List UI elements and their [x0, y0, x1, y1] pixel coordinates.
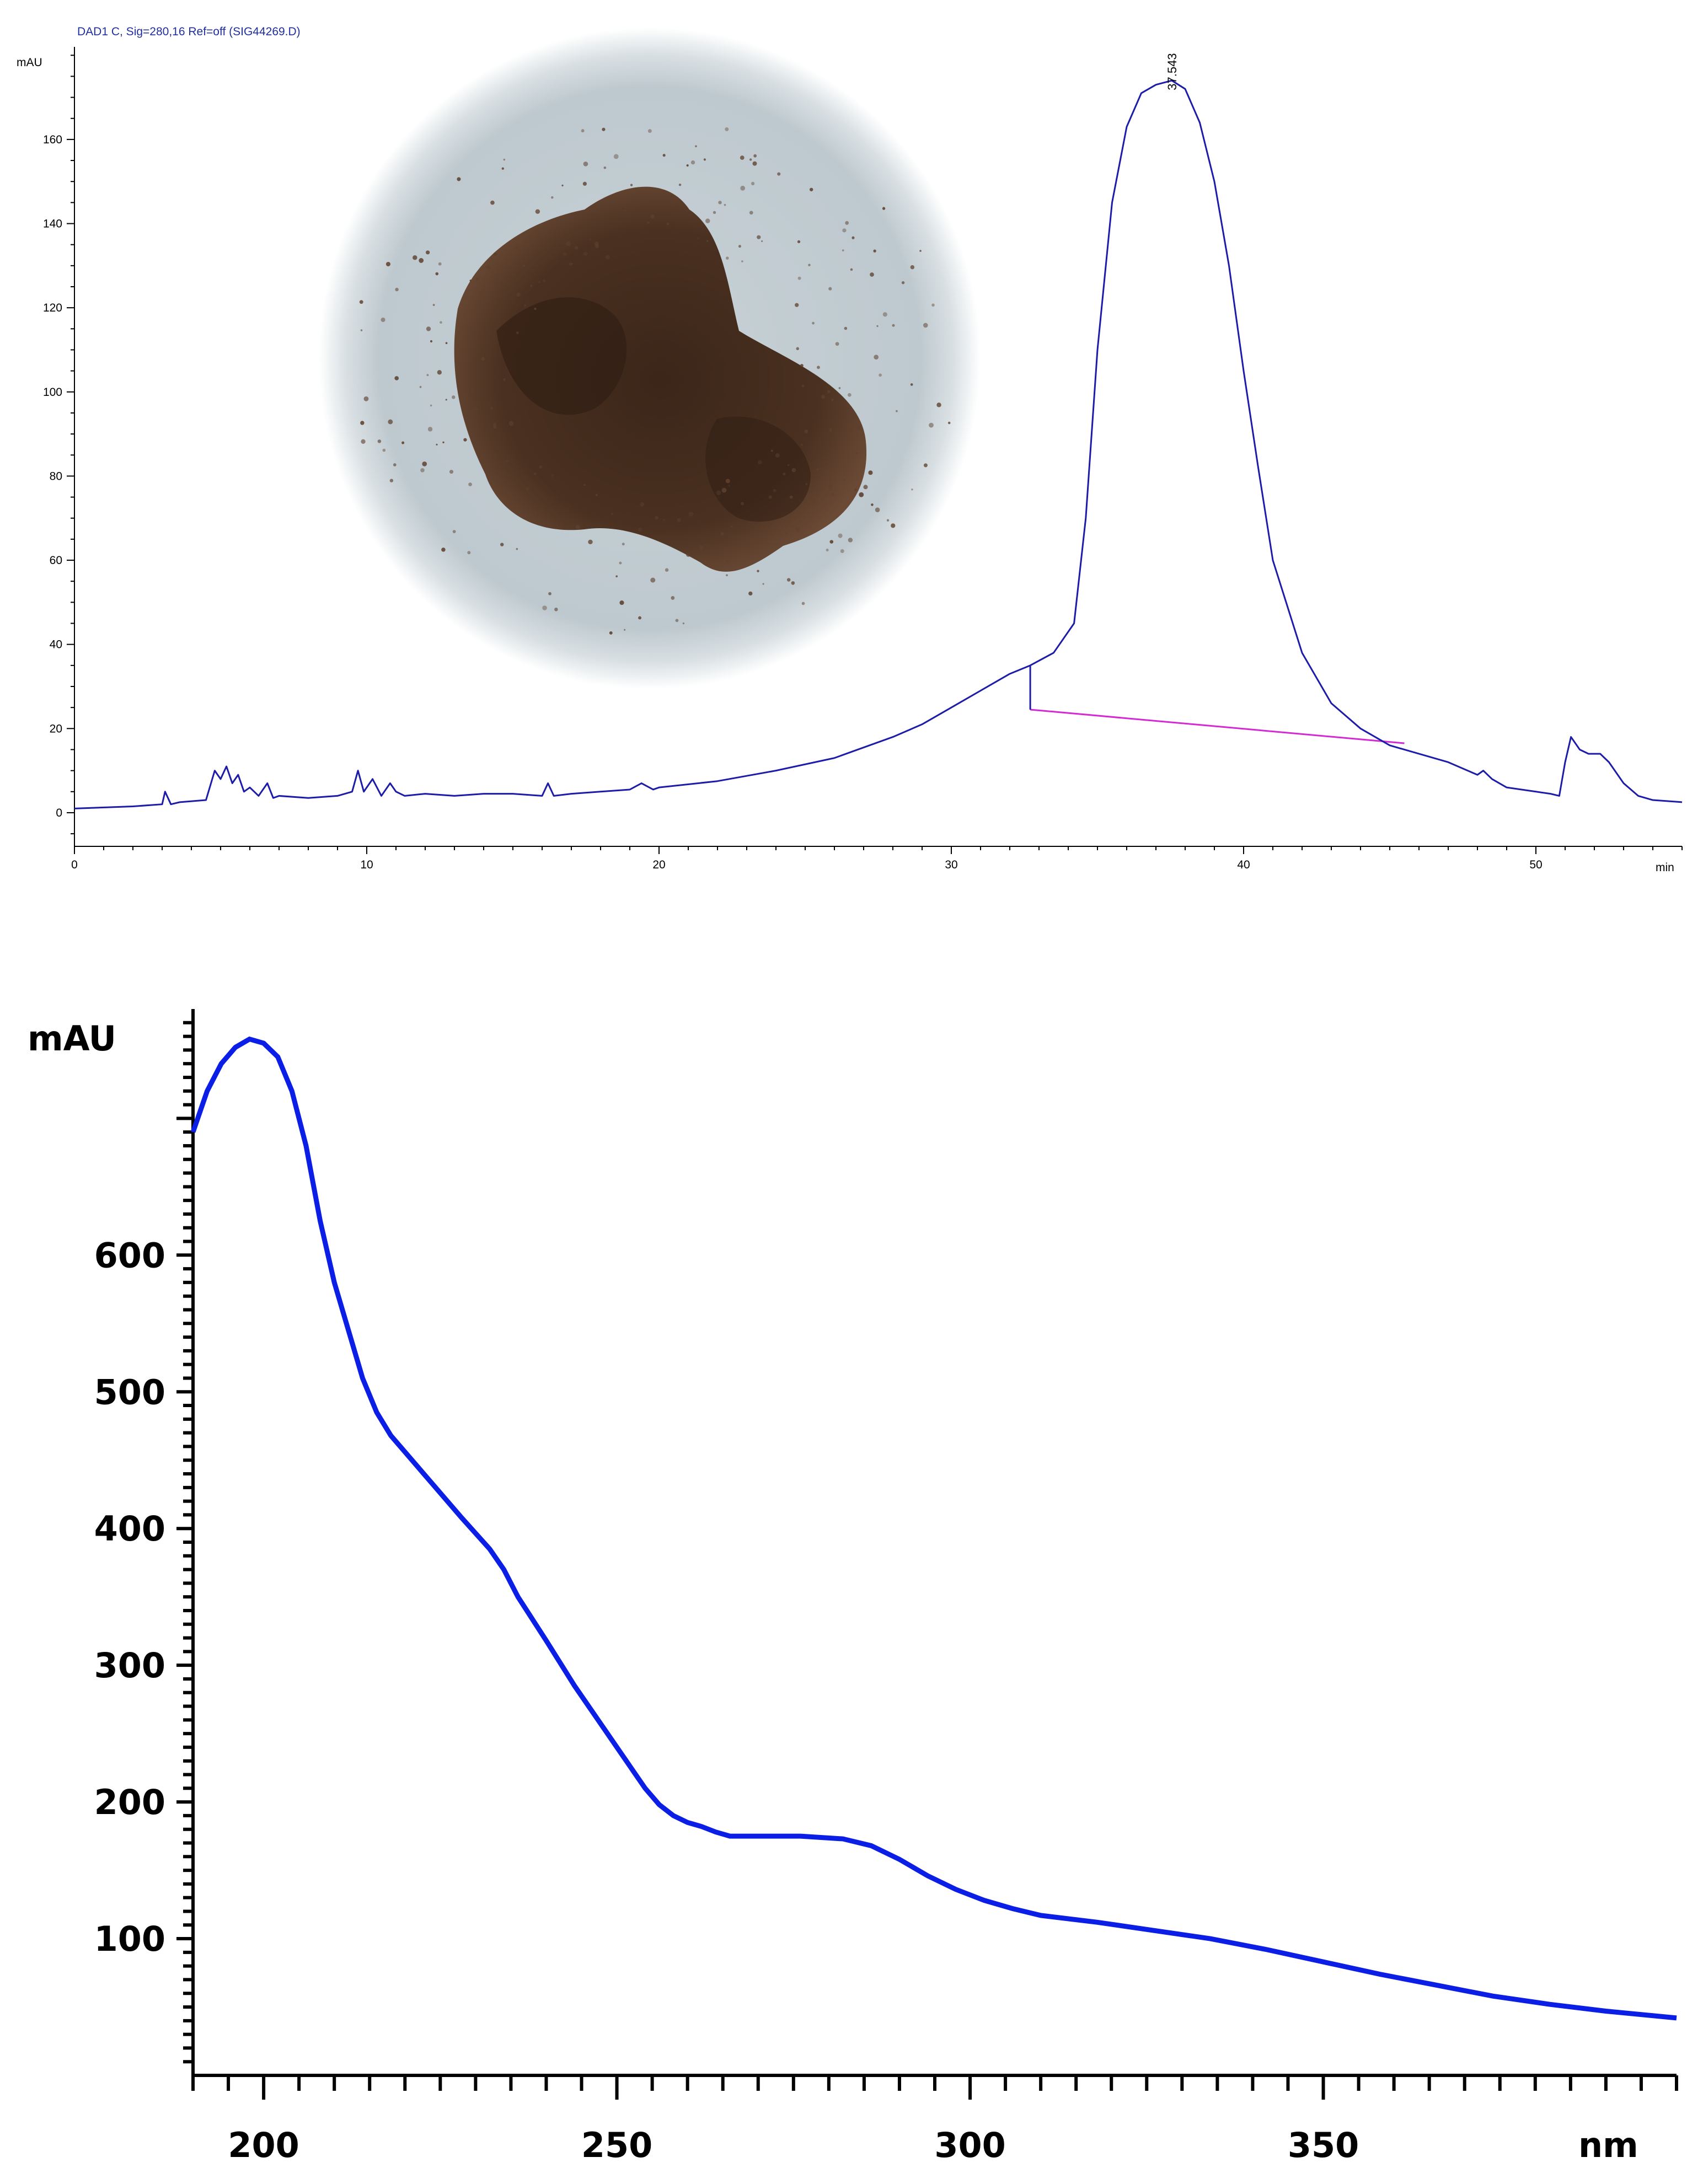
chromatogram-y-tick-label: 140 [43, 218, 62, 230]
chromatogram-x-tick-label: 50 [1529, 858, 1542, 871]
chromatogram-y-tick-label: 100 [43, 386, 62, 399]
chromatogram-axes [74, 47, 1682, 847]
spectrum-y-tick-label: 200 [94, 1782, 165, 1822]
chromatogram-y-axis-label: mAU [17, 56, 42, 69]
chromatogram-x-tick-label: 20 [652, 858, 665, 871]
spectrum-trace [190, 1036, 1677, 2021]
chromatogram-y-tick-label: 160 [43, 133, 62, 146]
chromatogram-x-tick-label: 10 [360, 858, 373, 871]
brown-powder-sample-photo [319, 28, 981, 689]
chromatogram-y-tick-label: 80 [50, 470, 62, 482]
chromatogram-y-tick-label: 0 [56, 807, 62, 819]
spectrum-y-tick-label: 400 [94, 1509, 165, 1549]
chromatogram-chart: DAD1 C, Sig=280,16 Ref=off (SIG44269.D) … [17, 25, 1683, 874]
spectrum-y-axis-label: mAU [28, 1018, 116, 1059]
peak-retention-time-label: 37.543 [1165, 53, 1179, 90]
chromatogram-y-tick-label: 20 [50, 722, 62, 735]
spectrum-y-tick-label: 500 [94, 1372, 165, 1412]
spectrum-axes [191, 1009, 1677, 2077]
chromatogram-x-tick-label: 30 [945, 858, 957, 871]
spectrum-x-tick-label: 350 [1288, 2125, 1359, 2165]
uv-spectrum-chart: mAU nm 200 250 300 350 100 200 300 400 500 600 [28, 1009, 1678, 2165]
spectrum-y-tick-label: 300 [94, 1645, 165, 1686]
chromatogram-title: DAD1 C, Sig=280,16 Ref=off (SIG44269.D) [77, 25, 301, 38]
spectrum-x-axis-label: nm [1578, 2125, 1638, 2165]
spectrum-y-tick-label: 100 [94, 1919, 165, 1959]
integration-baseline [1030, 709, 1405, 744]
chromatogram-x-tick-label: 0 [71, 858, 78, 871]
spectrum-x-tick-label: 250 [581, 2125, 652, 2165]
chromatogram-y-tick-label: 60 [50, 554, 62, 567]
spectrum-x-tick-label: 300 [934, 2125, 1005, 2165]
chromatogram-y-tick-label: 120 [43, 302, 62, 314]
spectrum-y-tick-label: 600 [94, 1235, 165, 1275]
chromatogram-trace [74, 79, 1683, 809]
chromatogram-x-tick-label: 40 [1237, 858, 1250, 871]
chromatogram-x-axis-label: min [1656, 861, 1674, 874]
spectrum-x-tick-label: 200 [228, 2125, 299, 2165]
chromatogram-y-tick-label: 40 [50, 638, 62, 651]
